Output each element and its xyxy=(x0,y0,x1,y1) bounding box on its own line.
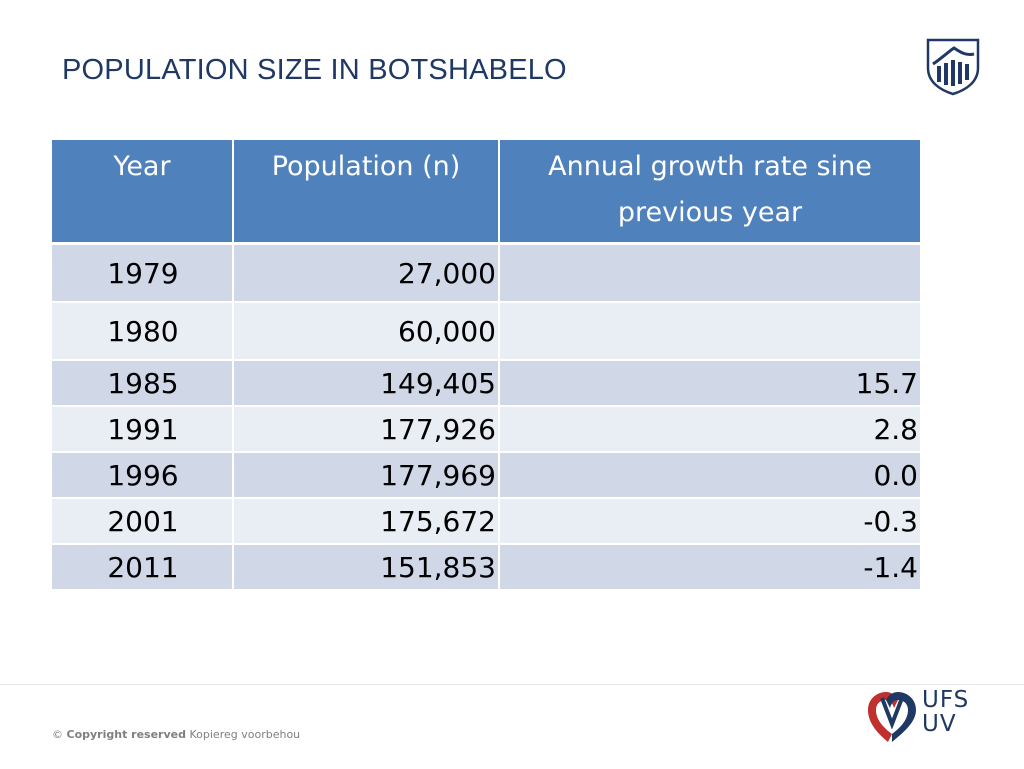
cell-population: 151,853 xyxy=(234,545,500,591)
cell-rate xyxy=(500,303,920,361)
cell-rate: 15.7 xyxy=(500,361,920,407)
ufs-wordmark-line2: UV xyxy=(922,711,957,737)
cell-year: 1979 xyxy=(52,245,234,303)
cell-population: 177,969 xyxy=(234,453,500,499)
cell-year: 1985 xyxy=(52,361,234,407)
cell-population: 60,000 xyxy=(234,303,500,361)
ufs-wordmark: UFS UV xyxy=(922,688,969,736)
ufs-heart-icon xyxy=(868,692,916,742)
population-table: Year Population (n) Annual growth rate s… xyxy=(52,140,920,591)
ufs-wordmark-line1: UFS xyxy=(922,687,970,713)
header-year: Year xyxy=(52,140,234,245)
table-row: 1985 149,405 15.7 xyxy=(52,361,920,407)
cell-year: 1991 xyxy=(52,407,234,453)
table-row: 1996 177,969 0.0 xyxy=(52,453,920,499)
table-row: 2001 175,672 -0.3 xyxy=(52,499,920,545)
cell-rate: -1.4 xyxy=(500,545,920,591)
cell-rate: 2.8 xyxy=(500,407,920,453)
header-growth-rate: Annual growth rate sine previous year xyxy=(500,140,920,245)
cell-rate: 0.0 xyxy=(500,453,920,499)
header-growth-rate-line1: Annual growth rate sine xyxy=(548,151,872,182)
cell-year: 1996 xyxy=(52,453,234,499)
copyright-notice: © Copyright reserved Kopiereg voorbehou xyxy=(52,728,300,741)
table-header-row: Year Population (n) Annual growth rate s… xyxy=(52,140,920,245)
copyright-bold-text: Copyright reserved xyxy=(66,728,187,741)
cell-population: 175,672 xyxy=(234,499,500,545)
cell-year: 1980 xyxy=(52,303,234,361)
header-population: Population (n) xyxy=(234,140,500,245)
cell-rate: -0.3 xyxy=(500,499,920,545)
cell-population: 149,405 xyxy=(234,361,500,407)
table-row: 1980 60,000 xyxy=(52,303,920,361)
cell-population: 27,000 xyxy=(234,245,500,303)
copyright-symbol: © xyxy=(52,728,63,741)
cell-year: 2001 xyxy=(52,499,234,545)
footer-bar xyxy=(0,684,1024,769)
university-crest-icon xyxy=(926,38,980,96)
header-growth-rate-line2: previous year xyxy=(617,197,803,228)
slide-title: POPULATION SIZE IN BOTSHABELO xyxy=(62,54,567,86)
copyright-afrikaans-text: Kopiereg voorbehou xyxy=(189,728,301,741)
table-row: 2011 151,853 -1.4 xyxy=(52,545,920,591)
table-row: 1991 177,926 2.8 xyxy=(52,407,920,453)
cell-rate xyxy=(500,245,920,303)
cell-year: 2011 xyxy=(52,545,234,591)
table-row: 1979 27,000 xyxy=(52,245,920,303)
cell-population: 177,926 xyxy=(234,407,500,453)
